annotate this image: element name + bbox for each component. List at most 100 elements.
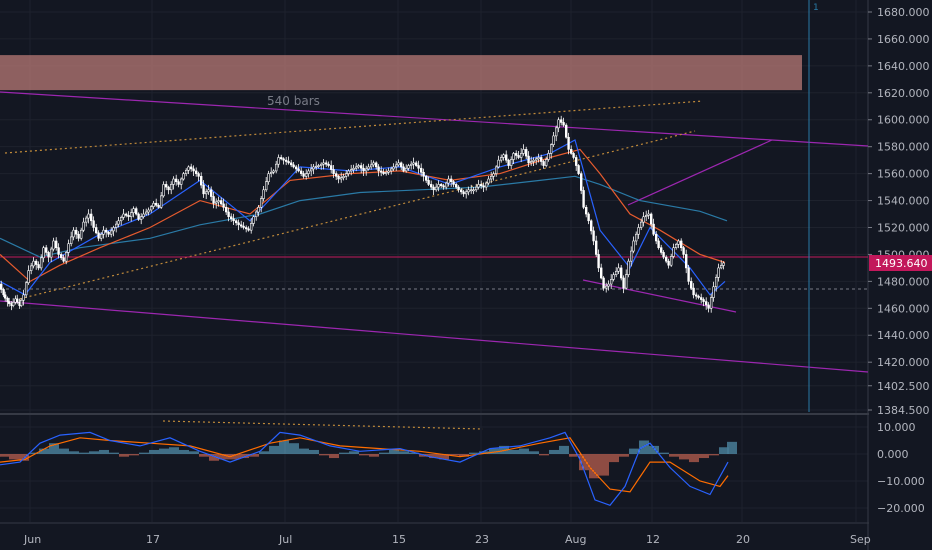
candle-body	[155, 202, 158, 206]
candle-body	[292, 164, 295, 168]
candle-body	[654, 233, 658, 242]
candle-body	[634, 233, 638, 242]
candle-body	[105, 229, 108, 233]
candle-body	[407, 165, 410, 169]
candle-body	[589, 220, 593, 232]
candle-body	[272, 170, 275, 173]
candle-body	[712, 286, 715, 298]
candle-body	[49, 248, 53, 258]
candle-body	[207, 189, 210, 193]
candle-body	[90, 213, 93, 222]
candle-body	[689, 281, 693, 289]
time-tick-label: 15	[392, 533, 406, 546]
candle-body	[472, 189, 475, 192]
candle-body	[262, 189, 265, 199]
candle-body	[32, 260, 35, 267]
candle-body	[489, 176, 493, 180]
candle-body	[269, 171, 273, 174]
candle-body	[657, 240, 660, 249]
candle-body	[707, 304, 710, 309]
candle-body	[107, 231, 110, 235]
candle-body	[587, 213, 590, 222]
candle-body	[342, 176, 345, 178]
candle-body	[12, 301, 15, 306]
candle-body	[15, 298, 19, 303]
time-tick-label: Jul	[278, 533, 292, 546]
candle-body	[547, 153, 550, 160]
candle-body	[8, 301, 11, 304]
time-tick-label: 17	[146, 533, 160, 546]
candle-body	[644, 215, 648, 218]
candle-body	[702, 299, 705, 302]
candle-body	[619, 267, 623, 279]
candle-body	[222, 203, 225, 208]
bars-count-label: 540 bars	[267, 94, 320, 108]
candle-body	[517, 155, 520, 158]
candle-body	[454, 184, 458, 188]
candle-body	[519, 153, 523, 158]
candle-body	[492, 173, 495, 177]
price-tick-label: 1440.000	[877, 329, 930, 342]
candle-body	[37, 264, 40, 269]
candle-body	[667, 260, 670, 266]
candle-body	[230, 216, 233, 220]
candle-body	[607, 283, 610, 287]
lower-trendline	[0, 300, 869, 373]
candle-body	[202, 184, 205, 195]
candle-body	[709, 297, 713, 309]
candle-body	[175, 178, 178, 183]
candle-body	[514, 153, 518, 156]
price-tick-label: 1620.000	[877, 87, 930, 100]
candle-body	[309, 168, 313, 172]
candle-body	[357, 165, 360, 168]
candle-body	[225, 206, 228, 213]
candle-body	[274, 163, 278, 172]
candle-body	[235, 220, 238, 224]
candle-body	[527, 155, 530, 164]
candle-body	[247, 228, 250, 231]
candle-body	[602, 277, 605, 289]
candle-body	[327, 163, 330, 166]
candle-body	[299, 170, 303, 174]
candle-body	[77, 233, 80, 239]
candle-body	[344, 173, 348, 177]
candle-body	[482, 185, 485, 188]
candle-body	[52, 240, 55, 250]
price-tick-label: 1384.500	[877, 404, 930, 417]
candle-body	[137, 213, 140, 220]
price-tick-label: 1460.000	[877, 302, 930, 315]
candle-body	[397, 162, 400, 166]
candle-body	[474, 186, 478, 191]
time-tick-label: Aug	[565, 533, 586, 546]
candle-body	[47, 252, 50, 258]
price-tick-label: 1480.000	[877, 275, 930, 288]
candle-body	[227, 211, 230, 218]
candles	[0, 115, 725, 313]
candle-body	[62, 257, 65, 262]
last-price-label: 1493.640	[875, 257, 928, 270]
candle-body	[704, 301, 708, 306]
candle-body	[687, 267, 690, 282]
candle-body	[369, 164, 373, 168]
candle-body	[322, 162, 325, 165]
candle-body	[394, 164, 398, 168]
price-axis-bg	[869, 0, 932, 550]
candle-body	[150, 206, 153, 211]
upper-trendline	[0, 91, 869, 147]
price-tick-label: 1520.000	[877, 221, 930, 234]
candle-body	[377, 166, 380, 172]
candle-body	[267, 173, 270, 183]
price-tick-label: 1540.000	[877, 195, 930, 208]
candle-body	[240, 224, 243, 227]
candle-body	[637, 227, 640, 235]
candle-body	[577, 165, 580, 174]
candle-body	[487, 178, 490, 184]
candle-body	[662, 252, 665, 258]
candle-body	[212, 196, 215, 204]
candle-body	[259, 198, 263, 208]
time-tick-label: Sep	[850, 533, 871, 546]
candle-body	[469, 189, 473, 192]
candle-body	[414, 162, 418, 166]
